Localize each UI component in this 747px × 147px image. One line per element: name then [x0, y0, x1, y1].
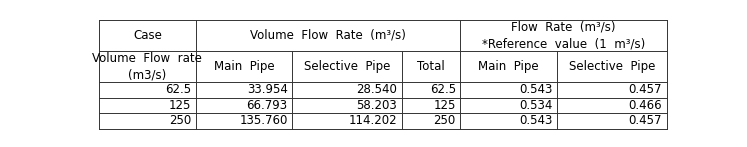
- Text: 0.543: 0.543: [519, 83, 552, 96]
- Text: 250: 250: [433, 114, 456, 127]
- Text: 114.202: 114.202: [349, 114, 397, 127]
- Text: 250: 250: [169, 114, 191, 127]
- Text: Main  Pipe: Main Pipe: [214, 60, 274, 73]
- Text: 0.543: 0.543: [519, 114, 552, 127]
- Text: 62.5: 62.5: [165, 83, 191, 96]
- Text: Case: Case: [133, 29, 162, 42]
- Text: 62.5: 62.5: [430, 83, 456, 96]
- Text: 0.466: 0.466: [628, 99, 662, 112]
- Text: Total: Total: [418, 60, 445, 73]
- Text: Volume  Flow  Rate  (m³/s): Volume Flow Rate (m³/s): [250, 29, 406, 42]
- Text: 0.534: 0.534: [519, 99, 552, 112]
- Text: Selective  Pipe: Selective Pipe: [304, 60, 390, 73]
- Text: 125: 125: [169, 99, 191, 112]
- Text: 28.540: 28.540: [356, 83, 397, 96]
- Text: 66.793: 66.793: [247, 99, 288, 112]
- Text: 58.203: 58.203: [356, 99, 397, 112]
- Text: 135.760: 135.760: [239, 114, 288, 127]
- Text: Volume  Flow  rate
(m3/s): Volume Flow rate (m3/s): [93, 52, 202, 81]
- Text: Main  Pipe: Main Pipe: [478, 60, 539, 73]
- Text: 0.457: 0.457: [628, 114, 662, 127]
- Text: Flow  Rate  (m³/s)
*Reference  value  (1  m³/s): Flow Rate (m³/s) *Reference value (1 m³/…: [482, 21, 645, 50]
- Text: Selective  Pipe: Selective Pipe: [568, 60, 655, 73]
- Text: 125: 125: [433, 99, 456, 112]
- Text: 0.457: 0.457: [628, 83, 662, 96]
- Text: 33.954: 33.954: [247, 83, 288, 96]
